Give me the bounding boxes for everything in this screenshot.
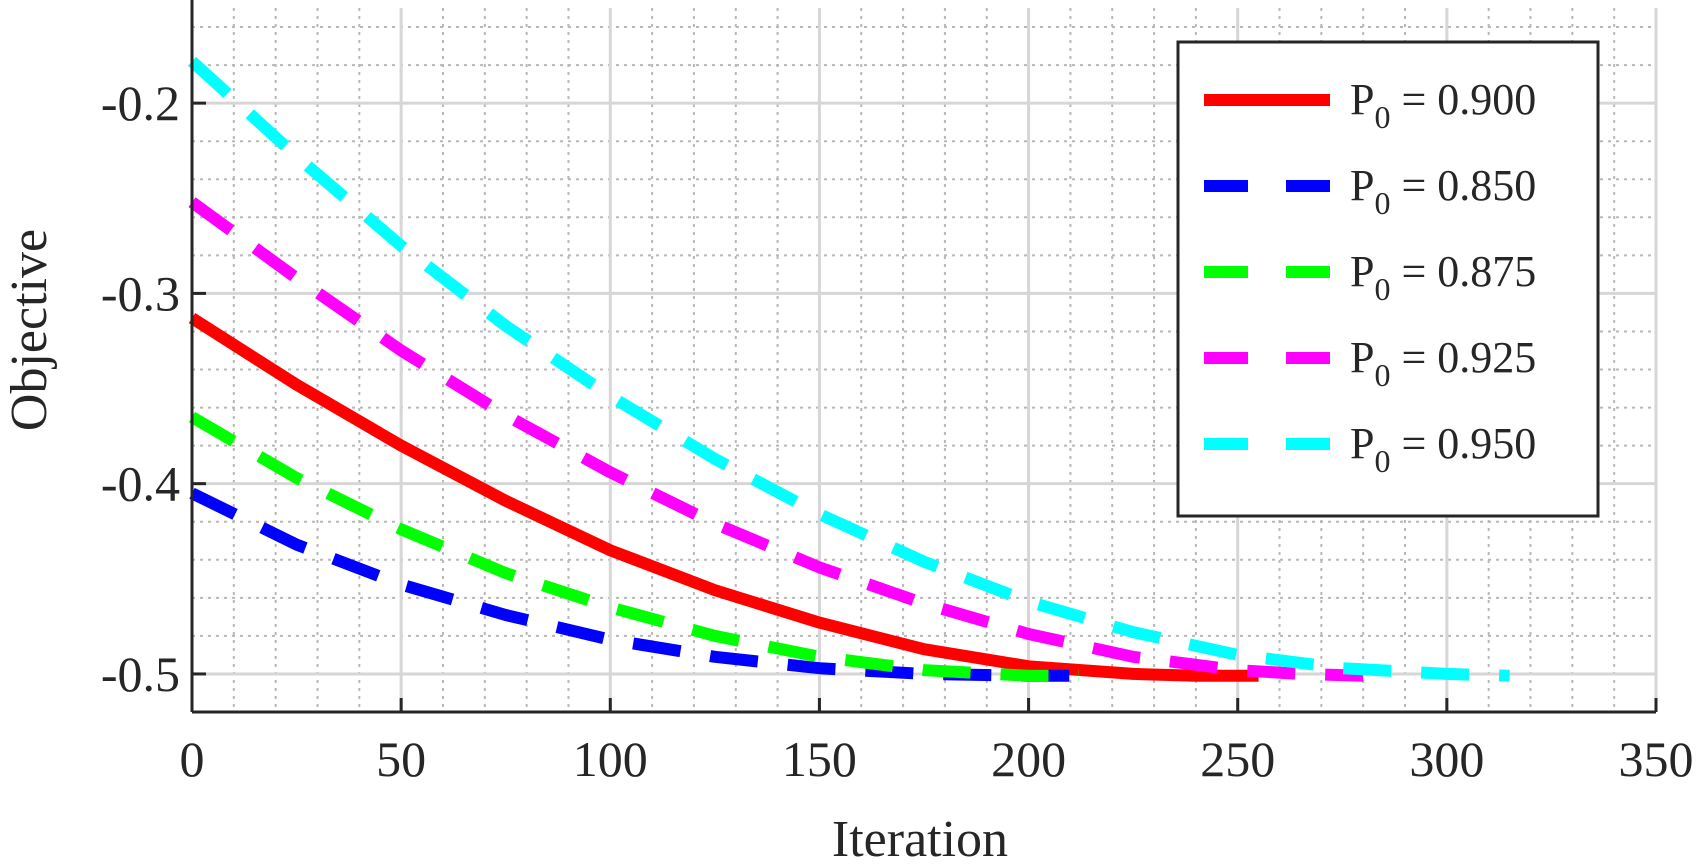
x-tick-label: 200 [991,731,1066,787]
x-tick-label: 300 [1409,731,1484,787]
x-tick-label: 350 [1619,731,1694,787]
x-tick-label: 150 [782,731,857,787]
x-tick-label: 0 [180,731,205,787]
y-tick-label: -0.4 [101,456,180,512]
x-tick-label: 100 [573,731,648,787]
y-tick-label: -0.2 [101,75,180,131]
y-tick-label: -0.5 [101,646,180,702]
y-axis-label: Objective [1,229,58,431]
x-tick-label: 50 [376,731,426,787]
line-chart: 0 50 100 150 200 250 300 350 -0.5 -0.4 -0.3 -0.2 I… [0,0,1705,866]
y-tick-label: -0.3 [101,265,180,321]
y-axis-ticks: -0.5 -0.4 -0.3 -0.2 [101,75,206,702]
x-axis-label: Iteration [832,811,1008,866]
x-tick-label: 250 [1200,731,1275,787]
